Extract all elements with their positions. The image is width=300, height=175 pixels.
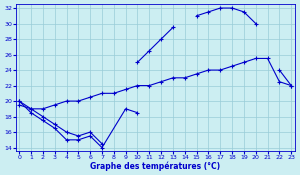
X-axis label: Graphe des températures (°C): Graphe des températures (°C) (90, 161, 220, 171)
